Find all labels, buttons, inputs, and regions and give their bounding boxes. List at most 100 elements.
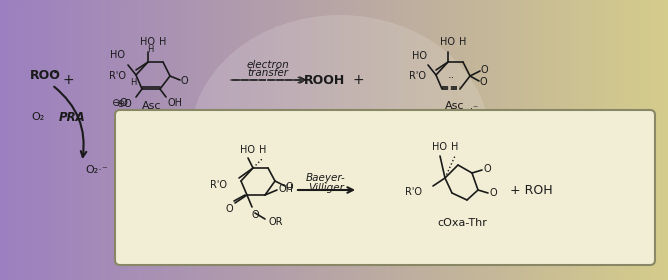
Bar <box>371 0 375 280</box>
Bar <box>237 0 241 280</box>
Bar <box>611 0 615 280</box>
Text: ROOH: ROOH <box>305 74 345 87</box>
Bar <box>351 0 355 280</box>
Bar <box>564 0 568 280</box>
Text: ··: ·· <box>448 73 455 83</box>
Bar <box>57 0 61 280</box>
Bar <box>474 0 478 280</box>
Bar <box>434 0 438 280</box>
Bar <box>40 0 44 280</box>
Bar <box>214 0 218 280</box>
Bar <box>190 0 194 280</box>
Bar <box>117 0 121 280</box>
Bar <box>80 0 84 280</box>
Bar <box>581 0 585 280</box>
Bar <box>364 0 368 280</box>
Bar <box>595 0 599 280</box>
Bar <box>341 0 345 280</box>
Bar <box>197 0 201 280</box>
Bar <box>491 0 495 280</box>
Bar <box>391 0 395 280</box>
Bar <box>598 0 602 280</box>
Bar <box>224 0 228 280</box>
Bar <box>524 0 528 280</box>
Bar <box>337 0 341 280</box>
Bar <box>324 0 328 280</box>
Bar <box>458 0 462 280</box>
Bar <box>304 0 308 280</box>
Text: H: H <box>159 37 167 47</box>
Bar <box>638 0 642 280</box>
Bar <box>167 0 171 280</box>
Bar <box>200 0 204 280</box>
Bar <box>468 0 472 280</box>
Bar <box>314 0 318 280</box>
Text: PRA: PRA <box>59 111 86 123</box>
Bar <box>100 0 104 280</box>
Bar <box>264 0 268 280</box>
Bar <box>551 0 555 280</box>
Bar <box>194 0 198 280</box>
Text: transfer: transfer <box>248 68 289 78</box>
Bar <box>561 0 565 280</box>
Bar <box>63 0 67 280</box>
Bar <box>134 0 138 280</box>
Bar <box>531 0 535 280</box>
Bar <box>207 0 211 280</box>
Bar <box>73 0 77 280</box>
Text: HO: HO <box>110 50 126 60</box>
Bar <box>424 0 428 280</box>
Text: electron: electron <box>246 60 289 70</box>
Bar <box>444 0 448 280</box>
Text: H: H <box>452 142 459 152</box>
Bar <box>645 0 649 280</box>
Text: HO: HO <box>413 51 428 61</box>
Bar <box>157 0 161 280</box>
Bar <box>23 0 27 280</box>
Bar <box>494 0 498 280</box>
Bar <box>10 0 14 280</box>
Bar <box>428 0 432 280</box>
Bar <box>635 0 639 280</box>
Text: O: O <box>225 204 233 214</box>
Bar <box>180 0 184 280</box>
Bar <box>130 0 134 280</box>
Bar <box>321 0 325 280</box>
Bar <box>301 0 305 280</box>
Bar <box>77 0 81 280</box>
Bar <box>27 0 31 280</box>
Bar <box>511 0 515 280</box>
Bar <box>377 0 381 280</box>
Bar <box>294 0 298 280</box>
Text: ·: · <box>53 66 57 78</box>
Bar <box>448 0 452 280</box>
Bar <box>464 0 468 280</box>
Bar <box>574 0 578 280</box>
Bar <box>544 0 548 280</box>
Bar <box>481 0 485 280</box>
Bar <box>43 0 47 280</box>
Bar <box>344 0 348 280</box>
Bar <box>307 0 311 280</box>
Bar <box>401 0 405 280</box>
Bar <box>501 0 505 280</box>
Bar <box>97 0 101 280</box>
Bar <box>347 0 351 280</box>
Text: Villiger: Villiger <box>308 183 344 193</box>
Bar <box>558 0 562 280</box>
Bar <box>204 0 208 280</box>
Bar <box>407 0 411 280</box>
Bar <box>0 0 4 280</box>
Bar <box>7 0 11 280</box>
Text: +: + <box>352 73 364 87</box>
Bar <box>655 0 659 280</box>
Bar <box>274 0 278 280</box>
Text: Baeyer-: Baeyer- <box>306 173 346 183</box>
Bar <box>261 0 265 280</box>
Bar <box>508 0 512 280</box>
Bar <box>411 0 415 280</box>
Bar <box>150 0 154 280</box>
Bar <box>394 0 398 280</box>
Bar <box>13 0 17 280</box>
Bar <box>230 0 234 280</box>
